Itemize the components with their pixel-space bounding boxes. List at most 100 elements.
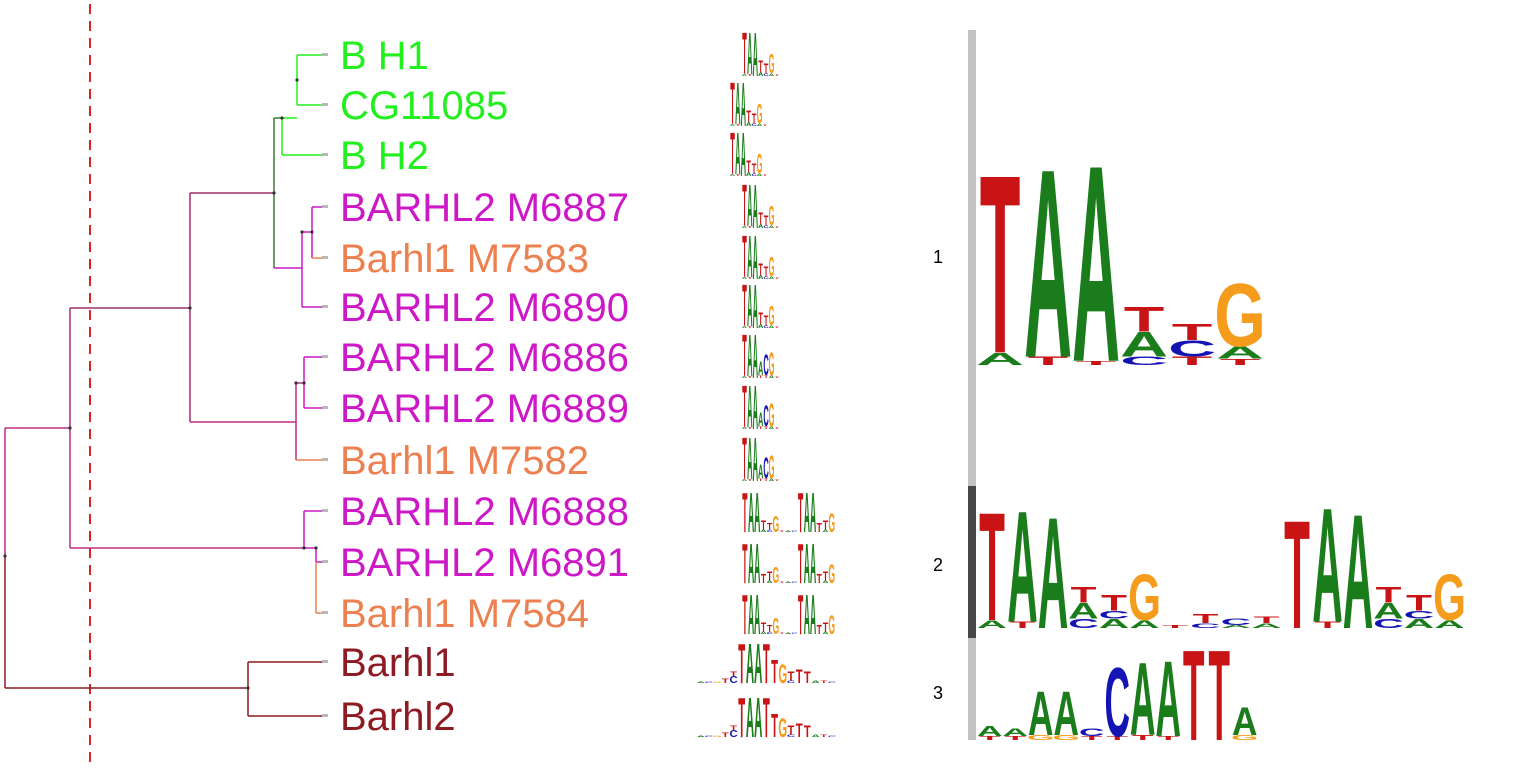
logo-letter: A — [822, 529, 829, 533]
logo-letter: T — [823, 621, 828, 635]
logo-letter: A — [804, 533, 810, 596]
logo-letter: A — [742, 479, 747, 482]
logo-letter: C — [1373, 616, 1403, 631]
logo-letter: C — [1068, 616, 1098, 631]
logo-letter: A — [697, 682, 705, 683]
consensus-logo-cluster-3: TA TA GA GA TC TC TA TA T T GA — [977, 624, 1258, 768]
logo-letter: T — [748, 376, 753, 379]
logo-letter: A — [742, 74, 747, 77]
logo-letter: T — [775, 480, 781, 481]
tree-node — [310, 230, 314, 234]
logo-letter: T — [758, 309, 763, 328]
leaf-label: Barhl1 M7582 — [340, 439, 589, 483]
logo-letter: A — [758, 461, 763, 484]
logo-letter: C — [729, 729, 738, 740]
tree-node — [272, 191, 276, 195]
logo-letter: G — [713, 735, 722, 737]
leaf-label: B H1 — [340, 34, 429, 78]
leaf-tip-marker — [322, 53, 328, 56]
tree-node — [3, 554, 7, 558]
logo-letter: A — [811, 734, 819, 738]
logo-letter: A — [753, 323, 758, 392]
logo-letter: T — [1162, 624, 1188, 629]
logo-letter: T — [788, 723, 795, 738]
logo-letter: T — [775, 75, 781, 76]
logo-letter: A — [810, 533, 816, 596]
logo-letter: G — [1214, 265, 1266, 365]
logo-letter: G — [828, 560, 835, 590]
logo-letter: A — [753, 173, 758, 242]
member-logo: AT TA A AT CT AG T — [742, 21, 780, 90]
logo-letter: A — [1434, 618, 1464, 631]
logo-letter: C — [705, 736, 713, 737]
logo-letter: A — [977, 723, 1002, 739]
leaf-label: Barhl2 — [340, 695, 456, 739]
logo-letter: A — [748, 584, 754, 647]
logo-letter: T — [748, 427, 753, 430]
logo-letter: C — [767, 530, 774, 533]
logo-letter: T — [742, 426, 747, 492]
logo-letter: T — [764, 62, 769, 77]
logo-letter: T — [775, 278, 781, 279]
logo-letter: C — [791, 582, 798, 584]
logo-letter: T — [736, 124, 741, 127]
logo-letter: T — [1208, 624, 1230, 768]
logo-letter: T — [761, 519, 766, 533]
logo-letter: T — [779, 531, 785, 533]
logo-letter: T — [1315, 620, 1341, 630]
leaf-tip-marker — [322, 103, 328, 106]
logo-letter: A — [1024, 112, 1072, 414]
cluster-bar — [968, 486, 976, 638]
tree-branches — [3, 54, 328, 717]
logo-letter: T — [771, 655, 778, 691]
logo-letter: A — [757, 123, 763, 127]
logo-letter: A — [742, 326, 747, 329]
logo-letter: A — [753, 224, 758, 293]
logo-letter: A — [760, 631, 767, 635]
logo-letter: A — [1053, 678, 1078, 748]
logo-letter: T — [1284, 487, 1310, 660]
tree-node — [188, 306, 192, 310]
logo-letter: T — [804, 723, 811, 742]
logo-letter: A — [741, 121, 746, 190]
logo-letter: T — [804, 669, 811, 688]
logo-letter: A — [758, 358, 763, 381]
leaf-label: Barhl1 M7583 — [340, 237, 589, 281]
logo-letter: T — [817, 521, 822, 535]
logo-letter: G — [773, 562, 780, 589]
logo-letter: T — [763, 686, 770, 750]
logo-letter: A — [747, 374, 752, 440]
logo-letter: C — [1099, 608, 1129, 621]
logo-letter: A — [810, 584, 816, 647]
logo-letter: A — [822, 631, 829, 635]
logo-letter: C — [763, 348, 769, 382]
member-logo: A C G T CT T A A T T G CT T T A T C — [697, 686, 837, 750]
logo-letter: C — [791, 633, 798, 635]
logo-letter: A — [753, 426, 758, 495]
logo-letter: G — [769, 398, 775, 435]
logo-letter: A — [1120, 326, 1168, 365]
leaf-tip-marker — [322, 509, 328, 512]
logo-letter: A — [747, 273, 752, 339]
leaf-tip-marker — [322, 205, 328, 208]
leaf-label: Barhl1 — [340, 641, 456, 685]
logo-letter: T — [742, 584, 747, 647]
logo-letter: C — [763, 326, 768, 329]
logo-letter: T — [1124, 301, 1165, 340]
logo-letter: G — [769, 202, 775, 232]
logo-letter: C — [791, 531, 798, 533]
logo-letter: T — [761, 621, 766, 635]
leaf-label: Barhl1 M7584 — [340, 592, 589, 636]
logo-letter: T — [1132, 734, 1154, 742]
tree-node — [302, 381, 306, 385]
logo-letter: T — [742, 273, 747, 339]
logo-letter: T — [763, 175, 769, 176]
logo-letter: T — [1106, 735, 1128, 741]
logo-letter: A — [697, 736, 705, 737]
logo-letter: C — [787, 734, 795, 738]
logo-letter: T — [979, 479, 1005, 652]
logo-letter: C — [1120, 355, 1168, 368]
logo-letter: A — [1028, 678, 1053, 748]
logo-letter: T — [779, 633, 785, 635]
